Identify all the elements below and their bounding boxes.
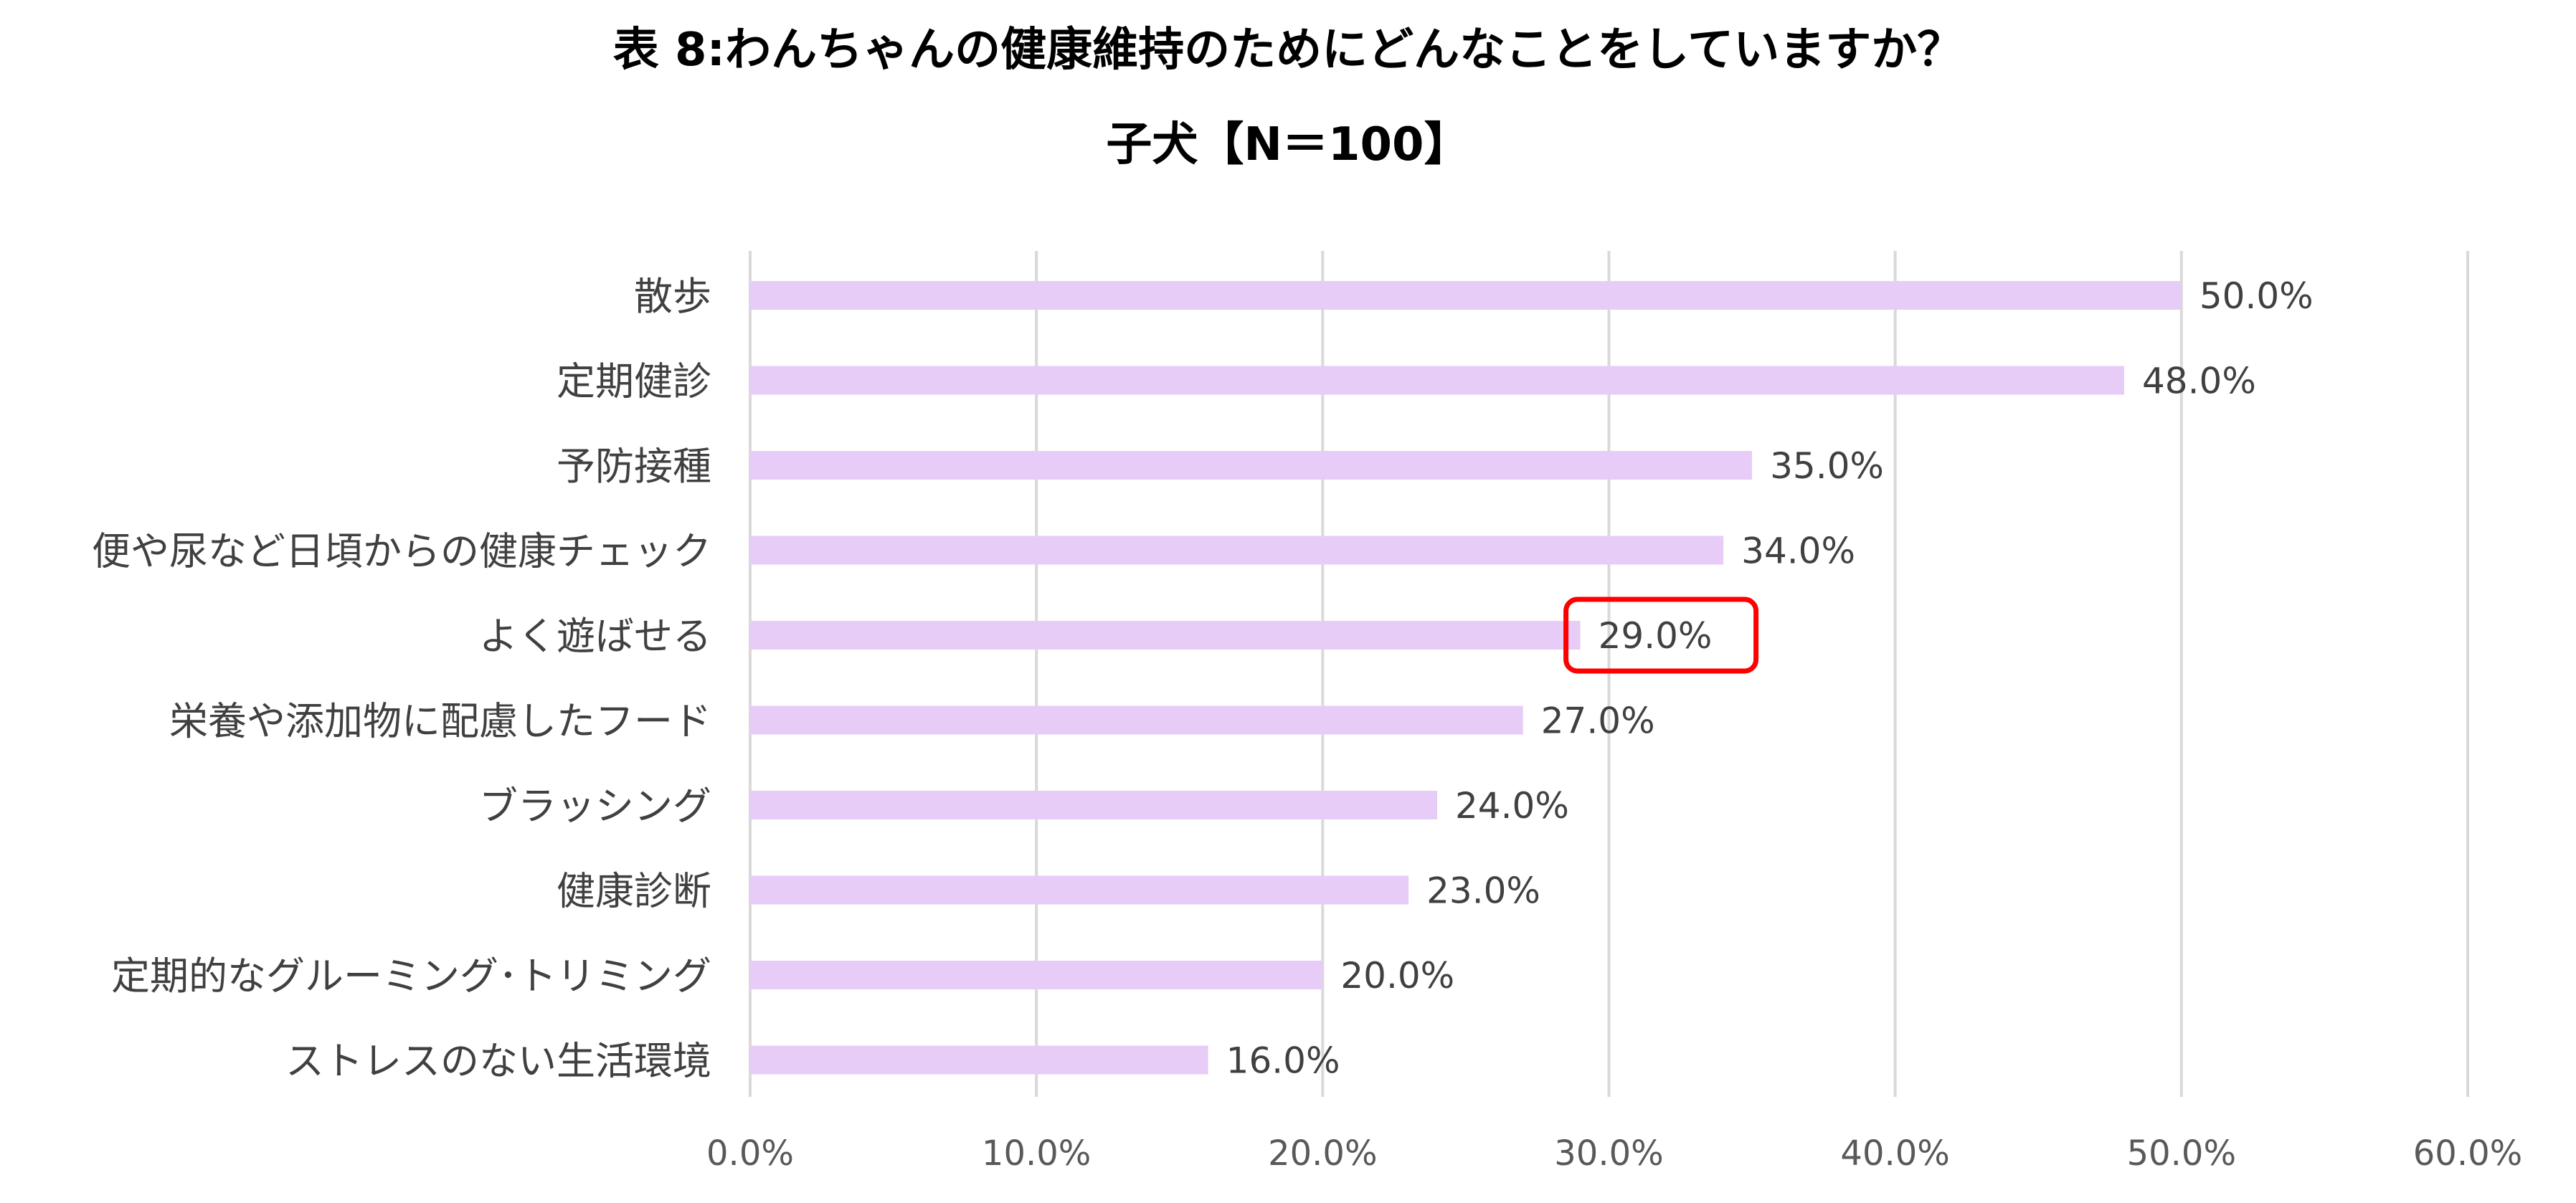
bar <box>750 281 2182 310</box>
highlight-box <box>1563 596 1759 674</box>
x-tick-label: 60.0% <box>2413 1133 2522 1174</box>
category-label: 健康診断 <box>557 869 711 914</box>
x-tick-label: 10.0% <box>982 1133 1091 1174</box>
category-label: 定期的なグルーミング･トリミング <box>111 954 711 999</box>
value-label: 48.0% <box>2142 361 2256 402</box>
value-label: 27.0% <box>1541 700 1655 742</box>
bar <box>750 621 1581 650</box>
value-label: 24.0% <box>1455 785 1569 827</box>
value-label: 29.0% <box>1599 615 1713 657</box>
category-label: よく遊ばせる <box>479 614 711 659</box>
category-label: ストレスのない生活環境 <box>285 1039 711 1084</box>
x-tick-label: 30.0% <box>1554 1133 1663 1174</box>
category-label: 便や尿など日頃からの健康チェック <box>92 529 711 574</box>
value-label: 35.0% <box>1770 445 1884 487</box>
value-label: 16.0% <box>1226 1040 1340 1082</box>
bar <box>750 961 1323 989</box>
bar <box>750 705 1523 735</box>
category-label: 散歩 <box>634 274 711 319</box>
category-label: 栄養や添加物に配慮したフード <box>169 699 711 744</box>
value-label: 50.0% <box>2199 275 2314 317</box>
bar <box>750 451 1753 480</box>
bar <box>750 1045 1208 1075</box>
bar <box>750 791 1437 819</box>
bar <box>750 875 1409 905</box>
x-tick-label: 20.0% <box>1268 1133 1377 1174</box>
bar <box>750 366 2124 395</box>
x-tick-label: 0.0% <box>706 1133 794 1174</box>
x-axis-tick-labels: 0.0% 10.0% 20.0% 30.0% 40.0% 50.0% 60.0% <box>706 1133 2522 1174</box>
chart-title: 表 8:わんちゃんの健康維持のためにどんなことをしていますか？ <box>612 24 1964 77</box>
chart-subtitle: 子犬【N＝100】 <box>1106 118 1470 171</box>
value-label: 34.0% <box>1741 531 1855 572</box>
bars <box>750 281 2182 1075</box>
category-label: ブラッシング <box>479 784 711 829</box>
category-label: 定期健診 <box>557 359 711 404</box>
value-label: 23.0% <box>1426 870 1540 912</box>
value-label: 20.0% <box>1340 955 1454 997</box>
x-tick-label: 50.0% <box>2127 1133 2236 1174</box>
bar <box>750 536 1724 565</box>
category-label: 予防接種 <box>557 444 711 489</box>
x-tick-label: 40.0% <box>1840 1133 1949 1174</box>
category-labels: 散歩定期健診予防接種便や尿など日頃からの健康チェックよく遊ばせる栄養や添加物に配… <box>92 274 711 1084</box>
value-labels: 50.0% 48.0% 35.0% 34.0% 29.0% 27.0% 24.0% 23.0%… <box>1226 275 2314 1082</box>
